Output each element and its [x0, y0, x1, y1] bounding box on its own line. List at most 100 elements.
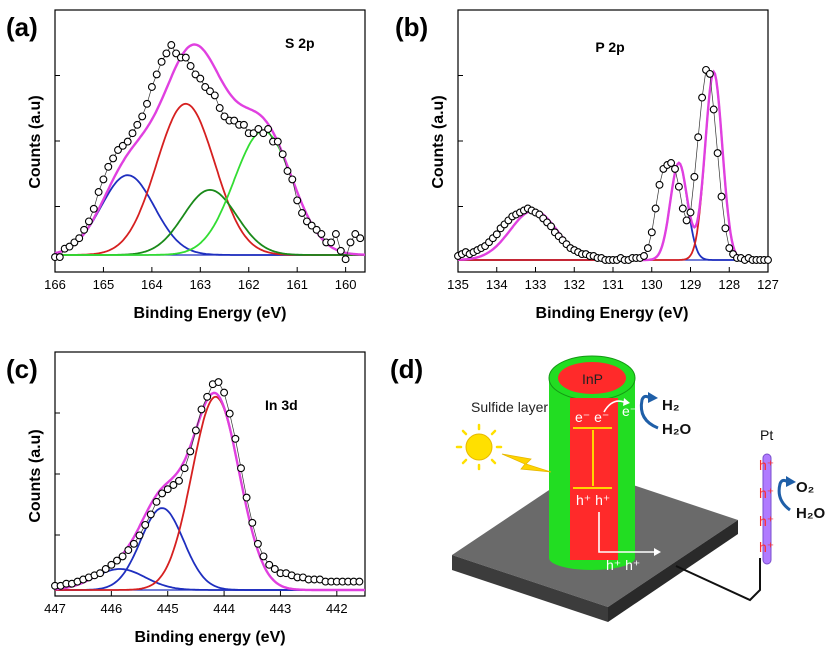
x-tick-label: 443: [270, 601, 292, 616]
data-point: [346, 238, 355, 247]
x-tick-label: 133: [525, 277, 547, 292]
data-point: [201, 83, 210, 91]
data-point: [312, 225, 321, 234]
data-point: [721, 224, 730, 233]
data-point: [167, 41, 176, 49]
core-label: InP: [582, 371, 603, 387]
data-point: [351, 230, 360, 238]
data-point: [141, 520, 150, 529]
x-tick-label: 130: [641, 277, 663, 292]
data-point: [643, 244, 652, 253]
data-point: [655, 180, 664, 189]
data-point: [327, 238, 336, 247]
bottom-hole-label: h⁺ h⁺: [606, 557, 640, 573]
data-point: [143, 99, 151, 108]
o2-reaction-arrowhead: [786, 476, 796, 487]
data-point: [80, 225, 89, 234]
x-tick-label: 445: [157, 601, 179, 616]
data-point: [225, 409, 234, 418]
x-tick-label: 160: [335, 277, 357, 292]
peak-blue-b: [458, 161, 768, 261]
hole-label: h⁺ h⁺: [576, 492, 610, 508]
peak-blue-a: [54, 174, 365, 256]
electrode-plate-side: [608, 520, 738, 622]
x-tick-label: 135: [447, 277, 469, 292]
data-point: [667, 159, 676, 167]
data-point: [210, 91, 219, 100]
x-tick-label: 442: [326, 601, 348, 616]
electron-transfer-arrowhead: [623, 398, 630, 406]
data-point: [133, 120, 142, 129]
data-point: [152, 497, 161, 506]
data-point: [135, 531, 144, 540]
data-point: [293, 196, 302, 205]
data-point: [298, 209, 306, 217]
data-line-c: [55, 381, 360, 587]
lightning-bolt-icon: [501, 453, 552, 473]
panel-label-c: (c): [6, 354, 38, 384]
data-point: [265, 560, 274, 569]
data-point: [96, 569, 105, 578]
h2o-top-label: H₂O: [662, 421, 691, 438]
x-axis-title-c: Binding energy (eV): [134, 629, 285, 646]
panel-label-d: (d): [390, 354, 423, 384]
plot-title-c: In 3d: [265, 397, 298, 413]
x-tick-label: 446: [101, 601, 123, 616]
data-point: [278, 150, 287, 159]
panel-c: (c) In 3d 447 446 445 444 443 442 Binding ene…: [6, 351, 366, 646]
data-line-b: [457, 69, 768, 261]
h2o-right-label: H₂O: [796, 505, 825, 522]
data-point: [163, 485, 172, 494]
sun-icon: [455, 423, 503, 471]
data-point: [694, 133, 703, 142]
peak-dark-green-a: [55, 188, 365, 256]
data-point: [180, 464, 189, 473]
data-point: [237, 464, 245, 473]
electron-transfer-arrow: [603, 400, 625, 413]
data-point: [242, 493, 251, 502]
data-point: [191, 426, 200, 435]
o2-label: O₂: [796, 479, 814, 496]
data-point: [220, 112, 229, 121]
y-axis-title-c: Counts (a.u): [27, 429, 44, 522]
plot-title-b: P 2p: [595, 39, 624, 55]
data-point: [713, 149, 722, 158]
x-tick-label: 132: [563, 277, 585, 292]
plot-area-a: [51, 41, 365, 264]
panel-d: (d) InP e⁻ e⁻ h⁺ h⁺ Sulfide layer: [390, 354, 825, 622]
data-point: [331, 230, 340, 238]
y-axis-title-b: Counts (a.u): [430, 95, 447, 188]
data-point: [254, 125, 263, 133]
data-point: [169, 481, 178, 489]
data-point: [101, 565, 110, 573]
data-point: [678, 204, 687, 213]
x-axis-title-b: Binding Energy (eV): [536, 305, 689, 322]
data-point: [341, 255, 350, 264]
x-ticks-c: 447 446 445 444 443 442: [44, 412, 348, 616]
data-point: [492, 230, 501, 239]
data-point: [55, 253, 64, 262]
data-point: [89, 204, 98, 213]
x-tick-label: 162: [238, 277, 260, 292]
x-tick-label: 166: [44, 277, 66, 292]
data-point: [147, 83, 156, 91]
plot-area-c: [51, 378, 365, 592]
data-point: [113, 556, 121, 565]
x-tick-label: 164: [141, 277, 163, 292]
data-point: [214, 378, 223, 387]
x-tick-label: 127: [757, 277, 779, 292]
x-tick-label: 161: [286, 277, 308, 292]
x-ticks-b: 135 134 133 132 131 130 129 128 127: [447, 75, 779, 292]
data-point: [717, 192, 726, 201]
data-point: [191, 70, 200, 79]
data-point: [75, 234, 84, 243]
peak-red-c: [55, 395, 365, 591]
x-tick-label: 444: [213, 601, 235, 616]
data-point: [307, 221, 316, 230]
data-point: [640, 252, 648, 260]
data-point: [302, 217, 311, 226]
data-point: [152, 70, 161, 79]
data-point: [647, 228, 656, 237]
data-point: [158, 489, 167, 498]
data-point: [231, 434, 240, 443]
